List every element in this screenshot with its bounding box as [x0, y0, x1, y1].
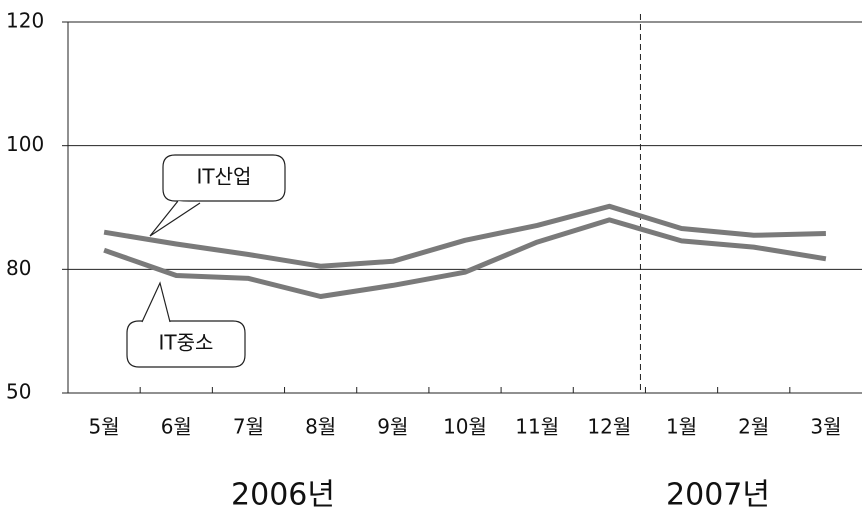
legend-label: IT산업 [197, 165, 252, 189]
y-tick-label: 50 [6, 380, 31, 404]
x-tick-label: 12월 [587, 415, 631, 439]
x-tick-label: 7월 [233, 415, 264, 439]
y-tick-label: 80 [6, 256, 31, 280]
x-tick-label: 2월 [738, 415, 769, 439]
y-tick-label: 120 [6, 9, 44, 33]
x-tick-label: 10월 [443, 415, 487, 439]
year-label: 2007년 [666, 478, 770, 513]
legend-label: IT중소 [159, 331, 214, 355]
x-tick-label: 9월 [377, 415, 408, 439]
y-tick-label: 100 [6, 132, 44, 156]
callout-box [126, 320, 246, 368]
year-label: 2006년 [231, 478, 335, 513]
x-tick-label: 5월 [89, 415, 120, 439]
x-tick-label: 3월 [810, 415, 841, 439]
callout-tail [141, 281, 171, 323]
series-line [103, 203, 826, 269]
callout-tail [149, 200, 201, 237]
x-tick-label: 8월 [305, 415, 336, 439]
callout-box [162, 154, 286, 202]
x-tick-label: 6월 [161, 415, 192, 439]
x-tick-label: 11월 [515, 415, 559, 439]
x-tick-label: 1월 [666, 415, 697, 439]
series-line [103, 217, 827, 299]
